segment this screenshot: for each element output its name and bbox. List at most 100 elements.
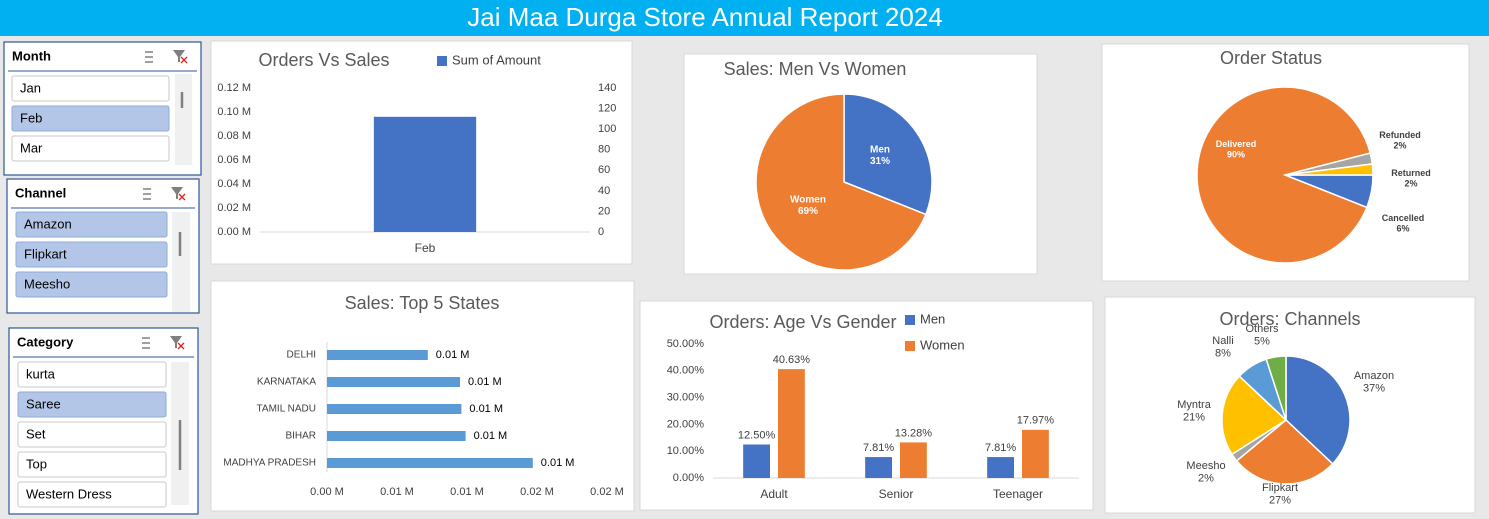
clear-filter-icon[interactable] [173,50,185,62]
chart-title: Orders: Age Vs Gender [709,312,896,332]
data-label: 40.63% [773,354,811,366]
slicer-item[interactable] [17,391,167,418]
y-tick-label: 0.00% [673,472,704,484]
pie-label: Men 31% [870,144,890,167]
pie-label-name: Cancelled [1382,213,1425,223]
x-tick-label: Feb [415,241,436,255]
slicer-item[interactable] [11,135,170,162]
pie-label-name: Women [790,194,826,205]
legend-label: Sum of Amount [452,52,541,67]
slicer-item-label[interactable]: Meesho [24,276,70,291]
slicer-item[interactable] [17,451,167,478]
legend-label: Men [920,311,945,326]
slicer-item[interactable] [17,361,167,388]
data-label: 7.81% [863,442,894,454]
pie-label: Flipkart 27% [1262,482,1298,507]
pie-label-value: 27% [1269,495,1291,507]
x-tick-label: 0.02 M [520,486,554,498]
y-tick-label: 0.10 M [217,106,251,118]
slicer-item[interactable] [11,105,170,132]
x-tick-label: 0.02 M [590,486,624,498]
pie-label: Myntra 21% [1177,399,1212,424]
bar [327,377,460,387]
pie-label-value: 37% [1363,383,1385,395]
header-title: Jai Maa Durga Store Annual Report 2024 [467,2,943,32]
x-tick-label: Adult [760,487,788,501]
pie-slice [1285,355,1351,465]
slicer-item-label[interactable]: Flipkart [24,246,67,261]
pie-label-value: 31% [870,156,890,167]
y-tick-label: 0.02 M [217,202,251,214]
chart-title: Sales: Top 5 States [345,293,500,313]
bar [987,457,1014,478]
slicer-item[interactable] [17,481,167,508]
y2-tick-label: 80 [598,144,610,156]
y-tick-label: TAMIL NADU [257,404,316,415]
slicer-item-label[interactable]: Feb [20,110,42,125]
slicer-item-label[interactable]: Saree [26,396,61,411]
pie-label: Meesho 2% [1186,460,1225,485]
slicer-item-label[interactable]: Western Dress [26,486,112,501]
bar [900,442,927,478]
pie-label: Others 5% [1245,323,1279,348]
x-tick-label: 0.01 M [380,486,414,498]
header-bar [0,0,1489,36]
pie-slice [1284,163,1374,176]
pie-label-name: Refunded [1379,130,1421,140]
pie-label-value: 90% [1227,150,1245,160]
pie-label-value: 2% [1198,473,1214,485]
y2-tick-label: 40 [598,185,610,197]
bar [327,431,466,441]
pie-label-value: 5% [1254,336,1270,348]
scrollbar-track [172,212,190,312]
pie-label-name: Returned [1391,168,1431,178]
pie-slice [1196,86,1372,264]
y2-tick-label: 20 [598,205,610,217]
slicer-item[interactable] [15,241,168,268]
slicer-item-label[interactable]: kurta [26,366,56,381]
clear-filter-x [180,56,188,64]
slicer-item[interactable] [17,421,167,448]
pie-slice [1265,355,1287,421]
bar [778,369,805,478]
y-tick-label: 40.00% [667,365,705,377]
data-label: 7.81% [985,442,1016,454]
pie-slice [755,93,927,271]
x-tick-label: Teenager [993,487,1043,501]
legend-swatch [905,315,915,325]
pie-label-name: Delivered [1216,139,1257,149]
data-label: 0.01 M [469,403,503,415]
slicer-item[interactable] [15,271,168,298]
pie-label: Nalli 8% [1212,335,1233,360]
x-tick-label: 0.00 M [310,486,344,498]
slicer-title: Channel [15,185,66,200]
slicer-item[interactable] [15,211,168,238]
scrollbar-track [175,74,192,165]
pie-label-value: 2% [1393,141,1406,151]
y-tick-label: 30.00% [667,392,705,404]
y2-tick-label: 0 [598,226,604,238]
slicer-title: Category [17,334,74,349]
clear-filter-icon[interactable] [171,187,183,199]
y-tick-label: 0.12 M [217,82,251,94]
slicer-item[interactable] [11,75,170,102]
y-tick-label: 0.00 M [217,226,251,238]
y-tick-label: 50.00% [667,338,705,350]
bar [1022,429,1049,478]
legend-swatch [437,56,447,66]
pie-slice [843,93,933,216]
y-tick-label: 0.04 M [217,178,251,190]
slicer-item-label[interactable]: Set [26,426,46,441]
slicer-item-label[interactable]: Mar [20,140,43,155]
pie-label-name: Others [1245,323,1279,335]
slicer-item-label[interactable]: Amazon [24,216,72,231]
slicer-item-label[interactable]: Jan [20,80,41,95]
clear-filter-icon[interactable] [170,336,182,348]
chart-panel [210,280,635,512]
pie-label-name: Amazon [1354,370,1394,382]
pie-label: Amazon 37% [1354,370,1394,395]
pie-label: Refunded 2% [1379,130,1421,150]
slicer-item-label[interactable]: Top [26,456,47,471]
